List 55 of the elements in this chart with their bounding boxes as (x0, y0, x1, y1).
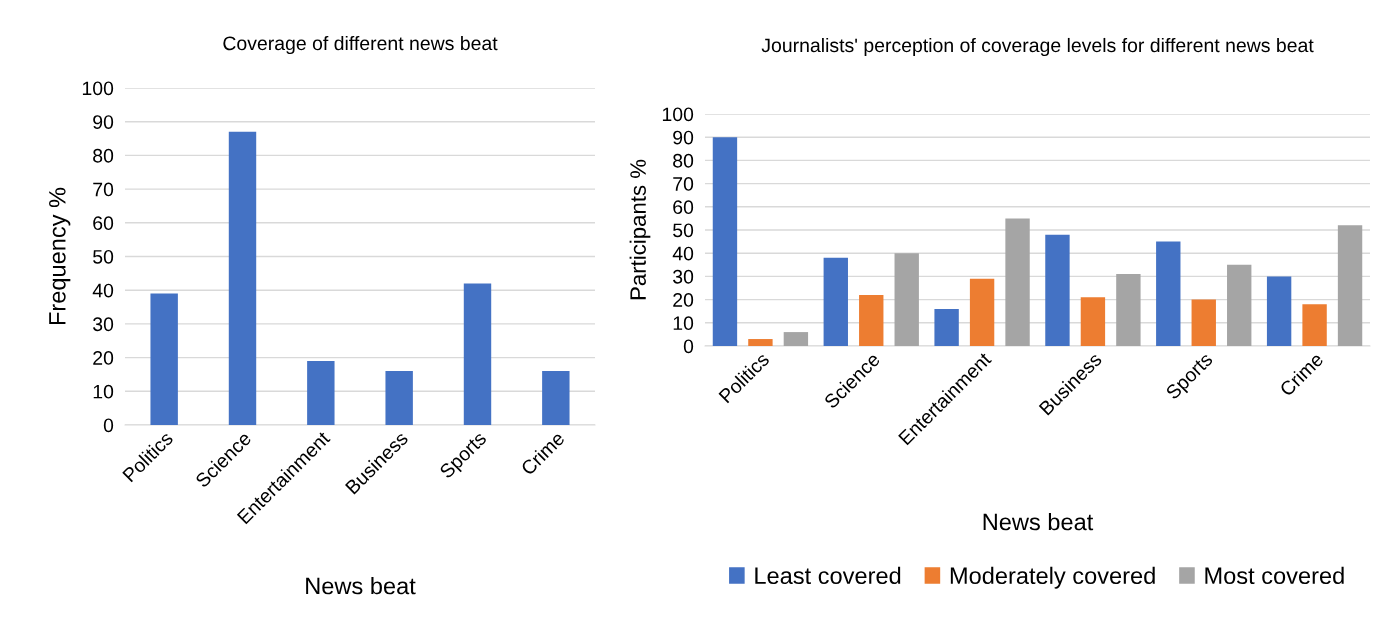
bar (934, 308, 959, 346)
y-tick-label: 50 (673, 223, 694, 238)
bar (1227, 264, 1252, 346)
bar (228, 131, 257, 425)
y-tick-label: 10 (93, 384, 114, 399)
y-tick-label: 40 (672, 246, 694, 261)
bar (385, 371, 413, 425)
legend-label: Most covered (1205, 566, 1344, 585)
y-tick-label: 90 (673, 130, 694, 145)
y-tick-label: 10 (673, 316, 694, 331)
x-axis-title: News beat (306, 576, 416, 595)
y-tick-label: 60 (673, 200, 694, 215)
bar (712, 137, 738, 346)
y-tick-label: 100 (82, 81, 114, 96)
y-tick-label: 80 (673, 153, 694, 168)
y-tick-label: 40 (92, 283, 114, 298)
bar (1045, 234, 1070, 346)
y-tick-label: 100 (662, 107, 694, 122)
chart-title: Coverage of different news beat (223, 35, 498, 55)
bar (1337, 225, 1363, 346)
bar (1302, 304, 1327, 346)
y-tick-label: 60 (93, 216, 114, 231)
bar (783, 332, 809, 346)
y-tick-label: 90 (93, 115, 114, 129)
y-tick-label: 0 (103, 418, 114, 433)
bar (150, 293, 178, 425)
y-axis-title: Frequency % (49, 187, 71, 325)
bar (1156, 241, 1181, 346)
bar (894, 253, 919, 346)
bar (1191, 299, 1216, 346)
bar (823, 257, 848, 346)
bar (307, 360, 335, 425)
x-axis-title: News beat (983, 512, 1094, 531)
y-tick-label: 80 (93, 148, 114, 163)
bar (1005, 218, 1030, 346)
bar (1266, 276, 1292, 346)
bar (748, 339, 773, 346)
chart-title: Journalists' perception of coverage levels for different news beat (761, 37, 1314, 57)
bar (1116, 274, 1141, 346)
y-tick-label: 0 (683, 339, 694, 354)
y-tick-label: 70 (673, 177, 694, 191)
bar (969, 278, 995, 346)
y-tick-label: 20 (93, 351, 114, 365)
legend-label: Least covered (755, 566, 901, 585)
legend-label: Moderately covered (950, 566, 1155, 589)
bar (463, 283, 492, 425)
y-tick-label: 30 (673, 269, 694, 284)
y-axis-title: Participants % (629, 159, 651, 300)
y-tick-label: 50 (93, 249, 114, 264)
bar (859, 294, 884, 346)
y-tick-label: 20 (673, 293, 694, 307)
y-tick-label: 30 (93, 317, 114, 332)
bar (1080, 297, 1106, 346)
bar (542, 371, 570, 425)
y-tick-label: 70 (93, 182, 114, 197)
